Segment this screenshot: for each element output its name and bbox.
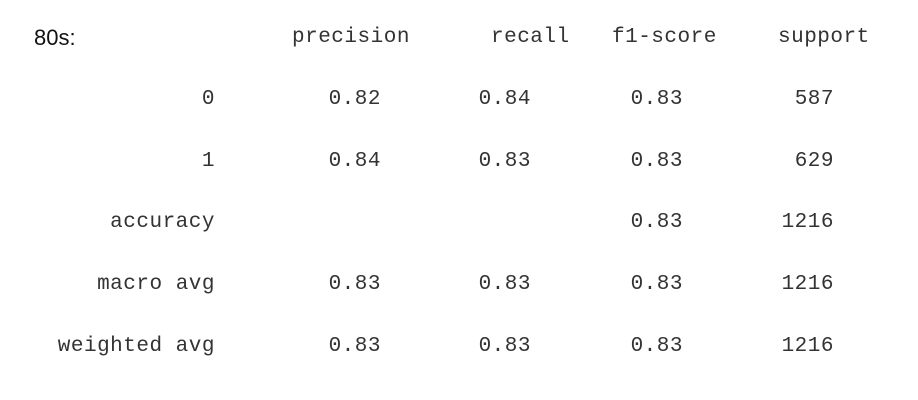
table-row: 0 0.82 0.84 0.83 587 bbox=[0, 86, 918, 114]
column-header-precision: precision bbox=[292, 26, 410, 49]
support-value: 1216 bbox=[781, 273, 834, 296]
column-header-f1-score: f1-score bbox=[612, 26, 717, 49]
support-value: 1216 bbox=[781, 335, 834, 358]
precision-value: 0.83 bbox=[328, 335, 381, 358]
table-row: accuracy 0.83 1216 bbox=[0, 209, 918, 237]
precision-value: 0.83 bbox=[328, 273, 381, 296]
recall-value: 0.83 bbox=[478, 150, 531, 173]
column-header-support: support bbox=[778, 26, 870, 49]
table-row: macro avg 0.83 0.83 0.83 1216 bbox=[0, 271, 918, 299]
recall-value: 0.83 bbox=[478, 335, 531, 358]
row-label: 0 bbox=[201, 88, 215, 111]
column-header-recall: recall bbox=[491, 26, 570, 49]
precision-value: 0.84 bbox=[328, 150, 381, 173]
support-value: 587 bbox=[794, 88, 834, 111]
row-label: weighted avg bbox=[57, 335, 215, 358]
f1-score-value: 0.83 bbox=[630, 335, 683, 358]
row-label: macro avg bbox=[97, 273, 215, 296]
table-row: 1 0.84 0.83 0.83 629 bbox=[0, 148, 918, 176]
recall-value: 0.83 bbox=[478, 273, 531, 296]
recall-value: 0.84 bbox=[478, 88, 531, 111]
support-value: 1216 bbox=[781, 211, 834, 234]
report-title: 80s: bbox=[34, 25, 76, 50]
f1-score-value: 0.83 bbox=[630, 150, 683, 173]
row-label: accuracy bbox=[110, 211, 215, 234]
support-value: 629 bbox=[794, 150, 834, 173]
row-label: 1 bbox=[201, 150, 215, 173]
f1-score-value: 0.83 bbox=[630, 273, 683, 296]
f1-score-value: 0.83 bbox=[630, 88, 683, 111]
f1-score-value: 0.83 bbox=[630, 211, 683, 234]
table-row: weighted avg 0.83 0.83 0.83 1216 bbox=[0, 333, 918, 361]
precision-value: 0.82 bbox=[328, 88, 381, 111]
header-row: precision recall f1-score support bbox=[0, 24, 918, 52]
